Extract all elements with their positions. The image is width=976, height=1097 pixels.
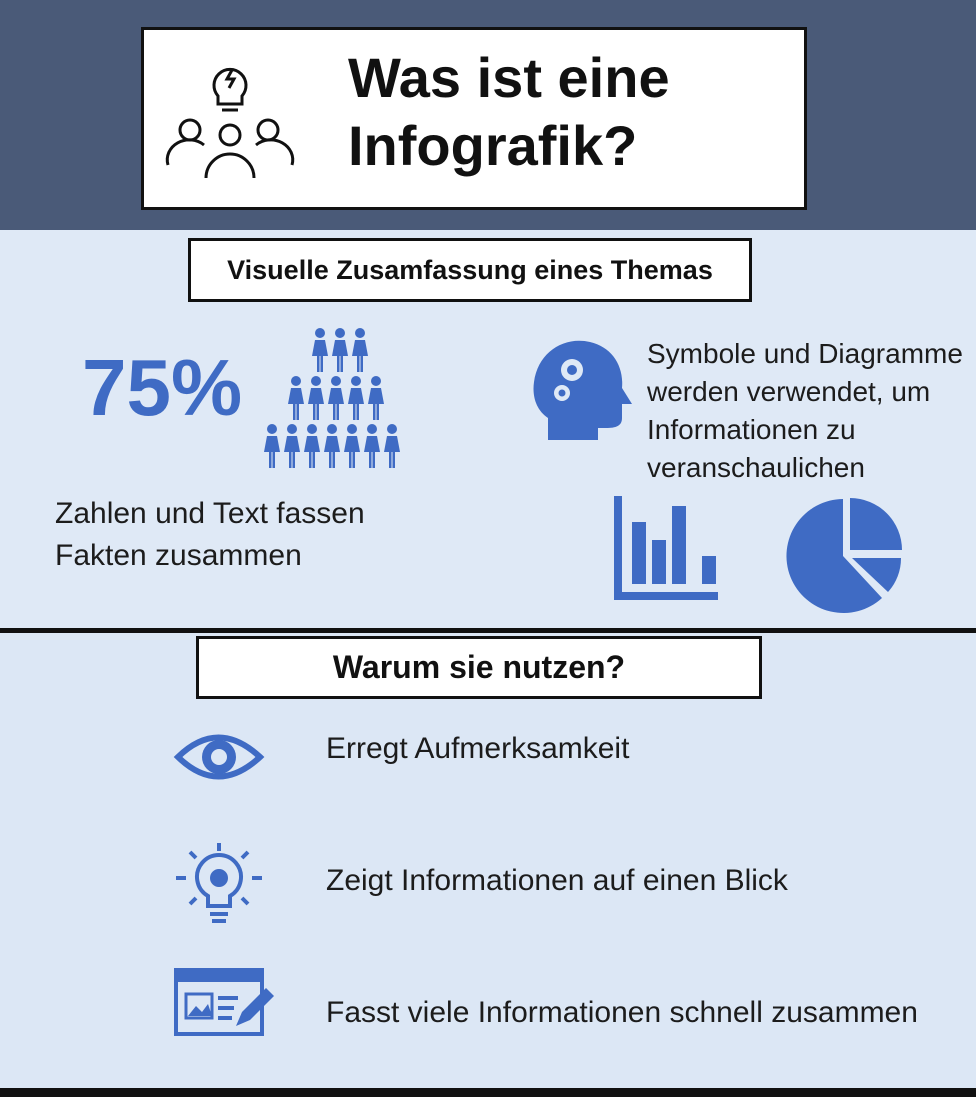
title-line: Was ist eine — [348, 46, 670, 109]
section-heading: Visuelle Zusamfassung eines Themas — [188, 238, 752, 302]
person-head — [307, 424, 317, 434]
person-head — [315, 328, 325, 338]
stat: 75% — [82, 343, 243, 432]
caption-line: werden verwendet, um — [647, 376, 931, 407]
person-body — [304, 436, 320, 468]
person-body — [288, 388, 304, 420]
person-head — [267, 424, 277, 434]
person-head — [347, 424, 357, 434]
person-head — [291, 376, 301, 386]
title-box — [141, 27, 807, 210]
person-body — [264, 436, 280, 468]
person-body — [364, 436, 380, 468]
person-head — [351, 376, 361, 386]
divider — [0, 628, 976, 633]
section-heading: Warum sie nutzen? — [196, 636, 762, 699]
person-head — [371, 376, 381, 386]
list-item: Erregt Aufmerksamkeit — [326, 732, 630, 765]
bar-chart-icon — [614, 496, 718, 600]
person-body — [284, 436, 300, 468]
person-body — [324, 436, 340, 468]
person-body — [328, 388, 344, 420]
caption-line: Zahlen und Text fassen — [55, 497, 365, 530]
person-body — [348, 388, 364, 420]
people-icon — [264, 328, 400, 468]
section-band — [0, 633, 976, 1088]
person-head — [311, 376, 321, 386]
head-icon — [533, 340, 632, 440]
person-body — [368, 388, 384, 420]
person-body — [352, 340, 368, 372]
person-body — [308, 388, 324, 420]
list-item: Zeigt Informationen auf einen Blick — [326, 864, 788, 897]
bulb-icon — [176, 843, 262, 923]
document-icon — [174, 968, 274, 1036]
pie-chart-icon — [786, 498, 902, 613]
person-head — [287, 424, 297, 434]
person-head — [327, 424, 337, 434]
person-body — [312, 340, 328, 372]
title-line: Infografik? — [348, 114, 638, 177]
divider — [0, 1088, 976, 1097]
caption-line: veranschaulichen — [647, 452, 865, 483]
person-body — [384, 436, 400, 468]
idea-icon — [165, 67, 295, 179]
list-item: Fasst viele Informationen schnell zusamm… — [326, 996, 918, 1029]
person-head — [367, 424, 377, 434]
person-head — [335, 328, 345, 338]
person-body — [344, 436, 360, 468]
person-body — [332, 340, 348, 372]
person-head — [331, 376, 341, 386]
person-head — [387, 424, 397, 434]
caption-line: Symbole und Diagramme — [647, 338, 963, 369]
person-head — [355, 328, 365, 338]
eye-icon — [173, 734, 265, 780]
caption-line: Fakten zusammen — [55, 539, 302, 572]
caption-line: Informationen zu — [647, 414, 856, 445]
